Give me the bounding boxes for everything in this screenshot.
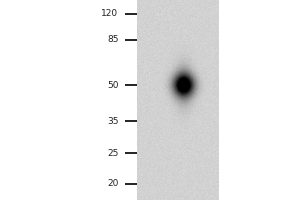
Text: 35: 35 (107, 116, 118, 126)
Text: 50: 50 (107, 81, 118, 90)
Text: 85: 85 (107, 36, 118, 45)
Text: 20: 20 (107, 180, 118, 188)
Text: 120: 120 (101, 9, 118, 19)
Text: 25: 25 (107, 148, 118, 158)
